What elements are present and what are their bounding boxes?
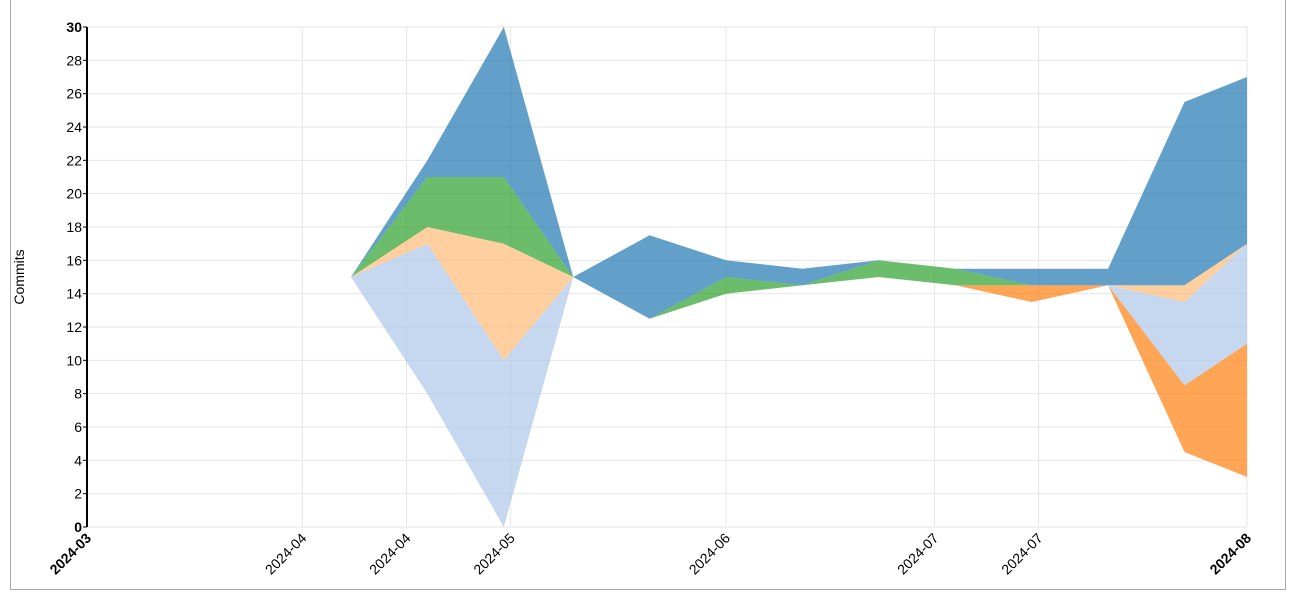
stream-series-4 xyxy=(351,27,1247,319)
y-tick-label: 14 xyxy=(66,286,82,302)
y-tick-label: 16 xyxy=(66,252,82,268)
y-tick-label: 28 xyxy=(66,52,82,68)
stream-series-1 xyxy=(351,243,1247,527)
stream-series-2 xyxy=(351,227,1247,361)
y-tick-label: 4 xyxy=(74,452,82,468)
x-tick-label: 2024-04 xyxy=(262,530,310,578)
x-tick-label: 2024-06 xyxy=(686,530,734,578)
stream-areas xyxy=(351,27,1247,527)
x-tick-label: 2024-07 xyxy=(894,530,942,578)
y-tick-label: 20 xyxy=(66,186,82,202)
y-tick-label: 22 xyxy=(66,152,82,168)
y-tick-label: 6 xyxy=(74,419,82,435)
x-tick-label: 2024-03 xyxy=(46,530,94,578)
stream-series-3 xyxy=(351,177,1247,319)
x-tick-label: 2024-05 xyxy=(470,530,518,578)
y-tick-label: 26 xyxy=(66,86,82,102)
y-tick-label: 0 xyxy=(74,519,82,535)
y-tick-label: 8 xyxy=(74,386,82,402)
x-tick-label: 2024-07 xyxy=(998,530,1046,578)
y-axis-title: Commits xyxy=(11,249,27,304)
x-tick-label: 2024-08 xyxy=(1206,530,1254,578)
y-tick-label: 24 xyxy=(66,119,82,135)
y-tick-label: 12 xyxy=(66,319,82,335)
x-tick-label: 2024-04 xyxy=(366,530,414,578)
y-tick-label: 18 xyxy=(66,219,82,235)
y-tick-label: 30 xyxy=(66,19,82,35)
chart-frame xyxy=(10,0,1286,590)
y-tick-label: 10 xyxy=(66,352,82,368)
y-tick-label: 2 xyxy=(74,486,82,502)
